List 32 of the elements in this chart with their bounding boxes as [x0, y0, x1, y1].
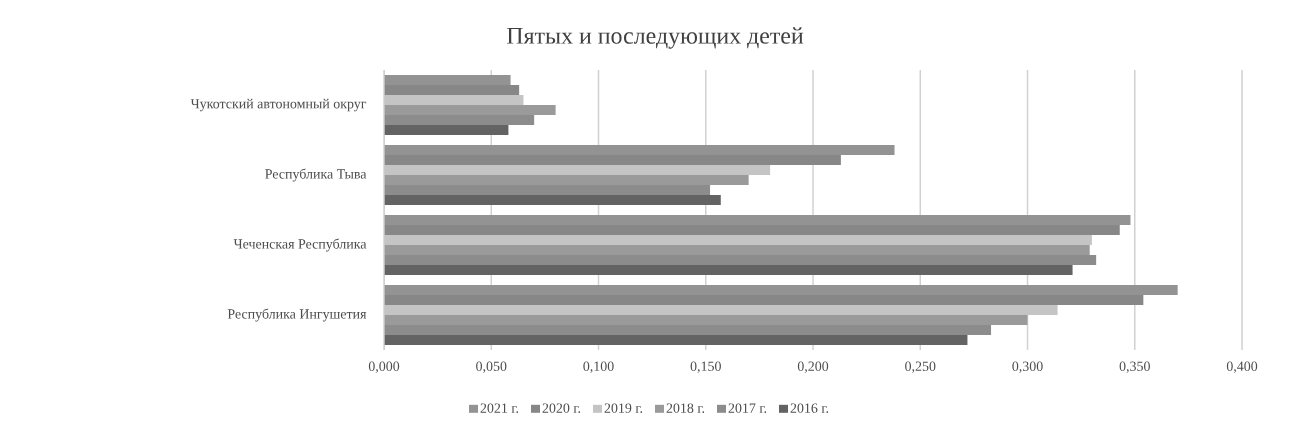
x-tick-label: 0,050 — [476, 361, 507, 373]
bar — [384, 265, 1073, 275]
x-tick-label: 0,000 — [368, 361, 400, 373]
legend-label: 2016 г. — [790, 403, 829, 413]
y-tick-label: Республика Ингушетия — [227, 308, 367, 322]
y-tick-label: Чеченская Республика — [233, 238, 367, 252]
legend-label: 2017 г. — [728, 403, 767, 413]
y-tick-label: Республика Тыва — [265, 168, 367, 182]
bar — [384, 195, 721, 205]
x-tick-label: 0,400 — [1226, 361, 1258, 373]
bar — [384, 335, 968, 345]
bar — [384, 245, 1090, 255]
bar — [384, 325, 992, 335]
x-tick-label: 0,150 — [690, 361, 721, 373]
legend-label: 2018 г. — [666, 403, 705, 413]
bar — [384, 105, 556, 115]
bar — [384, 315, 1028, 325]
bar — [384, 115, 535, 125]
x-tick-label: 0,100 — [583, 361, 614, 373]
bar — [384, 255, 1097, 265]
x-tick-label: 0,200 — [797, 361, 829, 373]
y-tick-label: Чукотский автономный округ — [190, 98, 367, 112]
x-tick-label: 0,250 — [905, 361, 936, 373]
bar — [384, 175, 749, 185]
bar — [384, 125, 509, 135]
legend-label: 2020 г. — [542, 403, 581, 413]
x-tick-label: 0,350 — [1119, 361, 1150, 373]
x-tick-label: 0,300 — [1012, 361, 1043, 373]
bar — [384, 185, 711, 195]
chart-title: Пятых и последующих детей — [506, 27, 804, 49]
legend-label: 2019 г. — [604, 403, 643, 413]
legend-label: 2021 г. — [480, 403, 519, 413]
